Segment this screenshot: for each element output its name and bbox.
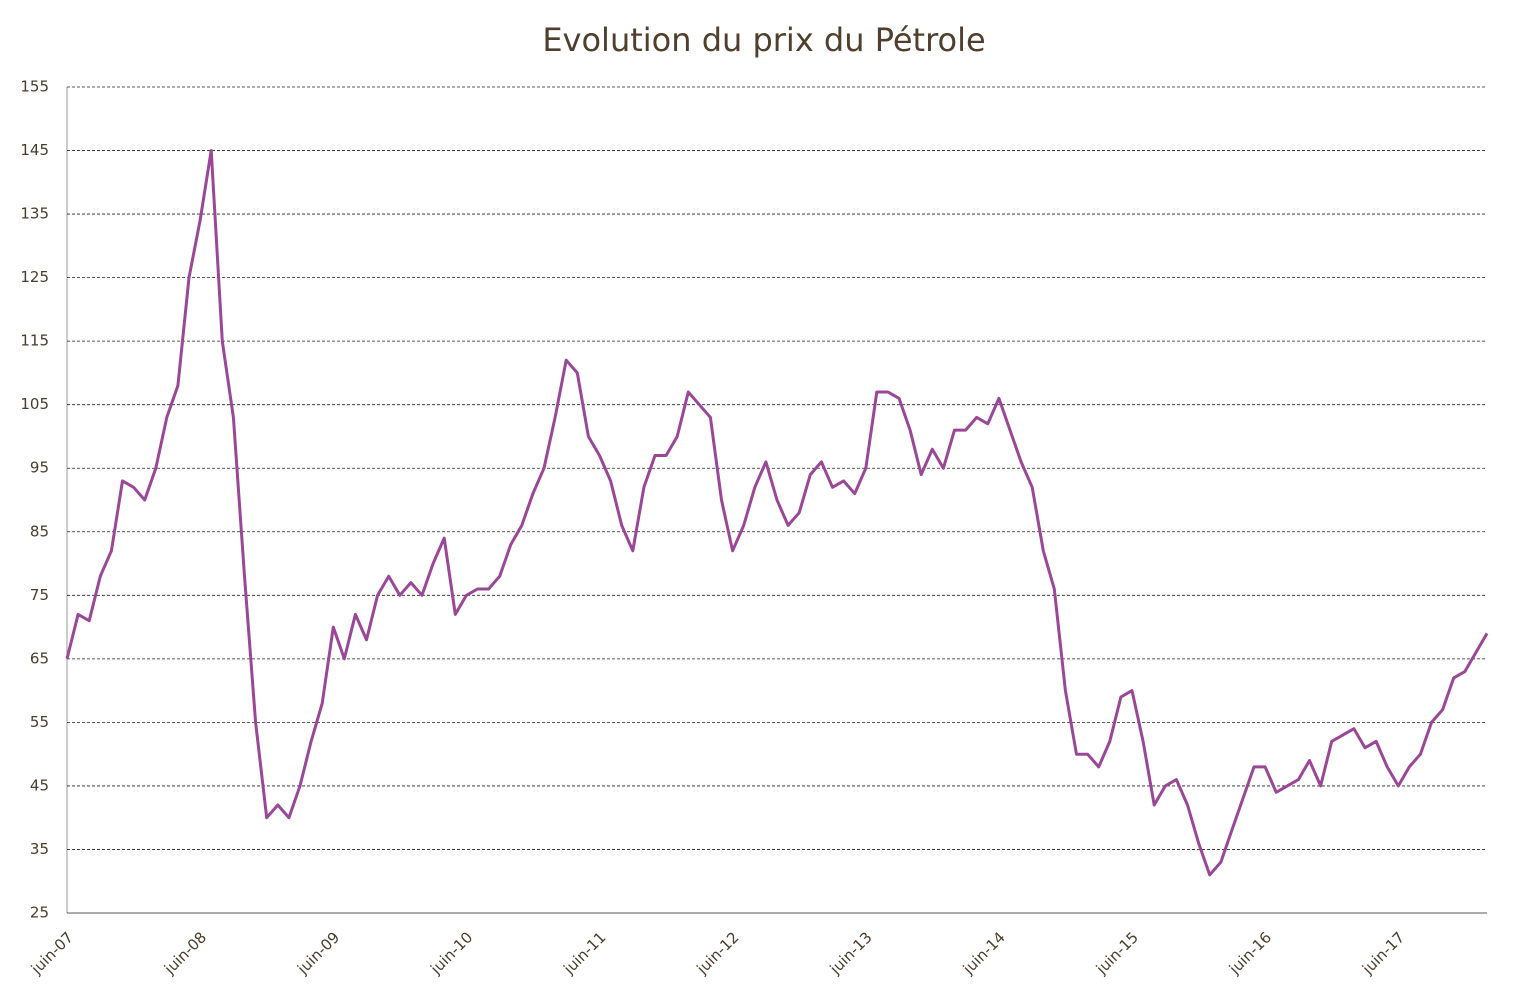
x-tick-label: juin-14: [959, 928, 1009, 978]
y-tick-label: 25: [30, 904, 49, 922]
y-tick-label: 135: [20, 205, 49, 223]
y-tick-label: 155: [20, 78, 49, 96]
chart-title: Evolution du prix du Pétrole: [542, 21, 985, 59]
x-tick-label: juin-16: [1225, 928, 1275, 978]
y-tick-label: 95: [30, 459, 49, 477]
y-tick-label: 45: [30, 776, 49, 794]
y-tick-label: 65: [30, 649, 49, 667]
x-tick-label: juin-13: [826, 928, 876, 978]
y-tick-label: 145: [20, 141, 49, 159]
x-tick-label: juin-07: [27, 928, 77, 978]
y-tick-label: 75: [30, 586, 49, 604]
x-tick-label: juin-08: [160, 928, 210, 978]
x-tick-label: juin-12: [693, 928, 743, 978]
y-tick-label: 115: [20, 332, 49, 350]
y-tick-label: 35: [30, 840, 49, 858]
y-tick-label: 105: [20, 395, 49, 413]
y-tick-label: 55: [30, 713, 49, 731]
x-tick-label: juin-11: [559, 928, 609, 978]
x-tick-label: juin-09: [293, 928, 343, 978]
y-tick-label: 85: [30, 522, 49, 540]
x-tick-label: juin-17: [1358, 928, 1408, 978]
y-tick-label: 125: [20, 268, 49, 286]
x-tick-label: juin-15: [1092, 928, 1142, 978]
price-line: [65, 149, 1489, 877]
x-tick-label: juin-10: [426, 928, 476, 978]
